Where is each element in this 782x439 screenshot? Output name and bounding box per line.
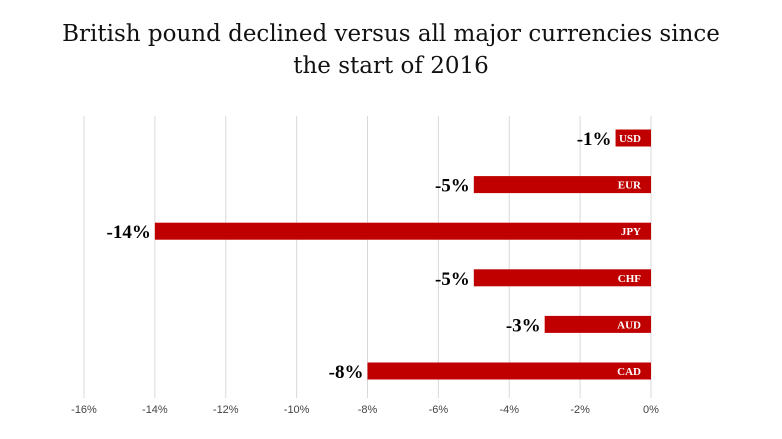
bar-chf bbox=[473, 269, 651, 287]
bar-cad bbox=[367, 362, 651, 380]
chart-title-line-2: the start of 2016 bbox=[293, 53, 489, 79]
x-tick-label: -2% bbox=[570, 404, 590, 416]
x-tick-label: -8% bbox=[358, 404, 378, 416]
x-tick-label: -4% bbox=[499, 404, 519, 416]
x-tick-label: 0% bbox=[643, 404, 659, 416]
x-tick-label: -14% bbox=[142, 404, 168, 416]
gridlines bbox=[83, 116, 652, 398]
category-label: USD bbox=[619, 133, 641, 145]
bar-usd bbox=[615, 129, 651, 147]
bar-jpy bbox=[154, 222, 651, 240]
value-label: -3% bbox=[506, 315, 541, 336]
category-label: CAD bbox=[617, 366, 641, 378]
value-label: -5% bbox=[435, 176, 470, 197]
value-label: -14% bbox=[107, 222, 151, 243]
x-tick-label: -6% bbox=[429, 404, 449, 416]
chart-title: British pound declined versus all major … bbox=[0, 18, 782, 82]
chart-title-line-1: British pound declined versus all major … bbox=[62, 21, 720, 47]
category-label: CHF bbox=[618, 273, 642, 285]
value-label: -5% bbox=[435, 269, 470, 290]
bar-aud bbox=[544, 315, 651, 333]
category-label: JPY bbox=[621, 226, 641, 238]
category-label: EUR bbox=[618, 180, 642, 192]
value-label: -1% bbox=[577, 129, 612, 150]
category-label: AUD bbox=[617, 319, 641, 331]
bars: USD -1% EUR -5% JPY -14% CHF -5% AUD -3% CAD -8% bbox=[107, 129, 651, 383]
x-tick-label: -12% bbox=[213, 404, 239, 416]
value-label: -8% bbox=[329, 362, 364, 383]
bar-eur bbox=[473, 176, 651, 194]
x-tick-label: -16% bbox=[71, 404, 97, 416]
x-tick-label: -10% bbox=[284, 404, 310, 416]
x-axis-ticks: -16% -14% -12% -10% -8% -6% -4% -2% 0% bbox=[71, 404, 659, 416]
